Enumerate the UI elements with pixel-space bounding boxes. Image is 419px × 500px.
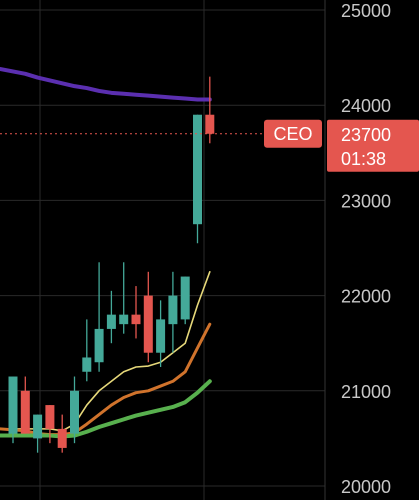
ticker-label: CEO [273, 124, 312, 144]
candle-body [143, 295, 153, 353]
candles [8, 76, 215, 453]
candle-body [70, 390, 79, 434]
candle [33, 414, 43, 453]
y-tick-label: 20000 [341, 477, 391, 497]
moving-average-line [0, 67, 212, 102]
candle [143, 271, 153, 363]
candle-body [180, 276, 190, 320]
candle-body [168, 295, 178, 325]
candle-body [20, 390, 30, 434]
price-badge-background [327, 119, 419, 172]
current-price-badge: CEO 23700 01:38 [264, 119, 419, 172]
current-price-value: 23700 [341, 125, 391, 145]
candle [205, 76, 215, 144]
candle-body [94, 328, 104, 363]
y-tick-label: 21000 [341, 382, 391, 402]
candle-body [205, 114, 215, 134]
y-tick-label: 24000 [341, 96, 391, 116]
candle [8, 376, 18, 444]
candle [119, 262, 129, 334]
candle [131, 286, 141, 339]
candle-body [193, 114, 202, 225]
candle [94, 262, 104, 372]
candle [180, 276, 190, 325]
ticker-label-background [264, 119, 322, 148]
candle-body [82, 357, 92, 372]
candle [20, 376, 30, 434]
candle [193, 114, 202, 244]
y-axis: 25000 24000 23000 22000 21000 20000 [341, 1, 391, 497]
candle-body [131, 314, 141, 325]
candle-body [156, 319, 166, 353]
candle [70, 376, 79, 444]
candle-body [8, 376, 18, 434]
y-tick-label: 25000 [341, 1, 391, 21]
candle [156, 300, 166, 367]
y-tick-label: 23000 [341, 191, 391, 211]
candle [45, 405, 55, 444]
moving-average-lines [0, 67, 212, 439]
candle [168, 271, 178, 353]
y-tick-label: 22000 [341, 287, 391, 307]
moving-average-line [0, 322, 212, 437]
candle-body [119, 314, 129, 325]
candle-body [33, 414, 43, 439]
candle [82, 319, 92, 382]
candle [57, 414, 67, 453]
grid-lines [0, 0, 326, 500]
moving-average-line [0, 270, 211, 432]
candle-body [45, 405, 55, 429]
candle [106, 290, 116, 344]
candle-body [57, 428, 67, 448]
candle-body [106, 314, 116, 329]
countdown-timer: 01:38 [341, 149, 386, 169]
moving-average-line [0, 379, 212, 439]
